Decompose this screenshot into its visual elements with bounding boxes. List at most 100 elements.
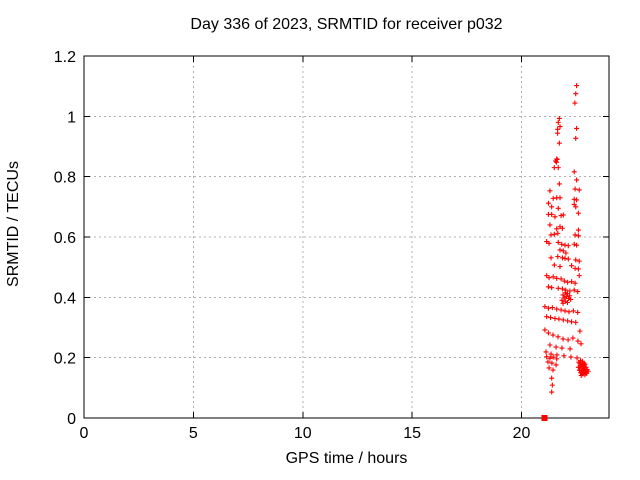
data-point bbox=[574, 177, 580, 183]
data-point bbox=[556, 115, 562, 121]
data-point bbox=[550, 367, 556, 373]
data-point bbox=[555, 334, 561, 340]
data-point bbox=[544, 314, 550, 320]
data-point bbox=[555, 205, 561, 211]
data-point bbox=[574, 197, 580, 203]
data-point bbox=[547, 355, 553, 361]
data-point bbox=[583, 370, 589, 376]
data-point bbox=[572, 280, 578, 286]
data-point bbox=[573, 135, 579, 141]
data-point bbox=[560, 212, 566, 218]
data-point bbox=[559, 241, 565, 247]
data-point bbox=[550, 195, 556, 201]
data-point bbox=[545, 284, 551, 290]
x-tick-label: 5 bbox=[189, 425, 198, 442]
data-point bbox=[579, 361, 585, 367]
data-point bbox=[573, 319, 579, 325]
data-point bbox=[554, 356, 560, 362]
data-point bbox=[561, 278, 567, 284]
data-point bbox=[552, 315, 558, 321]
data-point bbox=[560, 292, 566, 298]
data-point bbox=[560, 336, 566, 342]
data-point bbox=[555, 119, 561, 125]
data-point bbox=[555, 285, 561, 291]
data-point bbox=[553, 362, 559, 368]
data-point bbox=[574, 125, 580, 131]
data-point bbox=[570, 335, 576, 341]
data-point bbox=[561, 353, 567, 359]
data-point bbox=[576, 187, 582, 193]
data-point bbox=[553, 344, 559, 350]
y-tick-label: 0.8 bbox=[54, 170, 76, 187]
data-point bbox=[565, 256, 571, 262]
data-point bbox=[562, 308, 568, 314]
data-point bbox=[550, 274, 556, 280]
data-point bbox=[549, 211, 555, 217]
data-point bbox=[565, 243, 571, 249]
data-point bbox=[551, 231, 557, 237]
data-point bbox=[547, 222, 553, 228]
data-point bbox=[542, 327, 548, 333]
data-point bbox=[548, 232, 554, 238]
data-point bbox=[549, 285, 555, 291]
data-point bbox=[573, 257, 579, 263]
data-point bbox=[548, 315, 554, 321]
data-point bbox=[555, 230, 561, 236]
data-point bbox=[557, 195, 563, 201]
data-point bbox=[545, 305, 551, 311]
data-point bbox=[579, 370, 585, 376]
data-point bbox=[549, 382, 555, 388]
data-point bbox=[556, 140, 562, 146]
data-point bbox=[555, 165, 561, 171]
data-point bbox=[549, 375, 555, 381]
data-point bbox=[555, 130, 561, 136]
data-point bbox=[572, 265, 578, 271]
data-point bbox=[549, 360, 555, 366]
data-point bbox=[567, 288, 573, 294]
data-point bbox=[559, 286, 565, 292]
data-point bbox=[559, 297, 565, 303]
data-point bbox=[575, 338, 581, 344]
y-tick-label: 0.2 bbox=[54, 351, 76, 368]
data-point bbox=[567, 346, 573, 352]
data-point bbox=[542, 304, 548, 310]
data-point bbox=[558, 276, 564, 282]
data-point bbox=[557, 124, 563, 130]
data-point bbox=[575, 266, 581, 272]
data-point bbox=[560, 248, 566, 254]
data-point bbox=[566, 309, 572, 315]
data-point bbox=[575, 289, 581, 295]
data-point bbox=[545, 359, 551, 365]
data-point bbox=[554, 306, 560, 312]
data-point bbox=[558, 307, 564, 313]
data-point bbox=[572, 100, 578, 106]
data-point bbox=[575, 227, 581, 233]
data-point bbox=[548, 351, 554, 357]
y-tick-label: 0.6 bbox=[54, 230, 76, 247]
data-point bbox=[544, 354, 550, 360]
y-tick-label: 1.2 bbox=[54, 49, 76, 66]
data-point bbox=[574, 242, 580, 248]
x-tick-label: 20 bbox=[513, 425, 531, 442]
data-point bbox=[576, 273, 582, 279]
data-point bbox=[565, 337, 571, 343]
data-point bbox=[548, 255, 554, 261]
data-point bbox=[557, 264, 563, 270]
data-point bbox=[585, 368, 591, 374]
data-point bbox=[569, 319, 575, 325]
chart-title: Day 336 of 2023, SRMTID for receiver p03… bbox=[190, 16, 503, 33]
data-point bbox=[560, 300, 566, 306]
y-tick-label: 0.4 bbox=[54, 290, 76, 307]
data-point bbox=[559, 345, 565, 351]
data-point bbox=[543, 349, 549, 355]
data-point bbox=[550, 354, 556, 360]
data-point bbox=[575, 210, 581, 216]
data-point bbox=[575, 233, 581, 239]
data-point bbox=[547, 342, 553, 348]
data-point bbox=[556, 181, 562, 187]
data-point bbox=[571, 241, 577, 247]
data-point bbox=[569, 279, 575, 285]
data-point bbox=[572, 186, 578, 192]
data-point bbox=[572, 232, 578, 238]
